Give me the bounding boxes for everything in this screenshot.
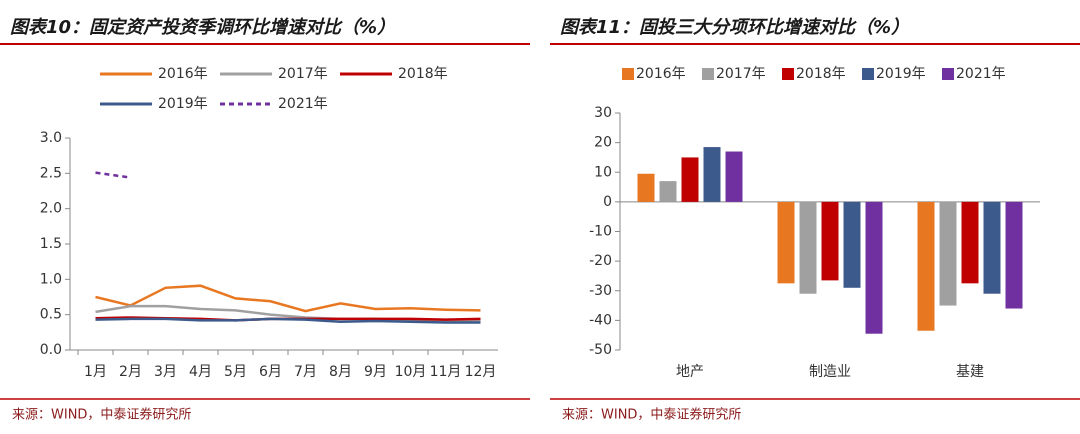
legend-label: 2021年	[956, 66, 1006, 82]
y-tick-label: 0.5	[40, 307, 62, 323]
legend-swatch	[702, 68, 714, 80]
x-tick-label: 9月	[364, 364, 387, 380]
series-line	[95, 304, 481, 323]
x-tick-label: 地产	[676, 364, 704, 380]
bar	[777, 201, 795, 284]
bar	[725, 151, 743, 202]
x-tick-label: 4月	[189, 364, 212, 380]
legend-label: 2017年	[278, 66, 328, 82]
legend-swatch	[782, 68, 794, 80]
y-tick-label: -50	[589, 342, 612, 358]
x-tick-label: 12月	[465, 364, 497, 380]
chart-title: 图表10：固定资产投资季调环比增速对比（%）	[10, 17, 395, 38]
series-line	[95, 284, 481, 313]
legend-label: 2019年	[158, 96, 208, 112]
bar	[821, 201, 839, 281]
legend-label: 2016年	[158, 66, 208, 82]
y-tick-label: 1.0	[40, 271, 62, 287]
x-tick-label: 制造业	[809, 364, 851, 380]
series-line	[95, 171, 131, 179]
bar	[843, 201, 861, 288]
legend-swatch	[622, 68, 634, 80]
bar	[1005, 201, 1023, 309]
bar	[799, 201, 817, 294]
y-tick-label: 20	[594, 135, 612, 151]
y-tick-label: 2.5	[40, 165, 62, 181]
bar	[637, 173, 655, 202]
bar	[983, 201, 1001, 294]
bar	[917, 201, 935, 331]
legend-label: 2018年	[796, 66, 846, 82]
y-tick-label: 2.0	[40, 201, 62, 217]
legend-label: 2018年	[398, 66, 448, 82]
x-tick-label: 8月	[329, 364, 352, 380]
legend-label: 2021年	[278, 96, 328, 112]
bar	[659, 181, 677, 202]
x-tick-label: 1月	[84, 364, 107, 380]
y-tick-label: -30	[589, 283, 612, 299]
source: 来源：WIND，中泰证券研究所	[12, 407, 191, 423]
series-line	[95, 317, 481, 324]
chart-title: 图表11：固投三大分项环比增速对比（%）	[560, 17, 909, 38]
x-tick-label: 10月	[395, 364, 427, 380]
legend-label: 2016年	[636, 66, 686, 82]
x-tick-label: 5月	[224, 364, 247, 380]
y-tick-label: -40	[589, 312, 612, 328]
x-tick-label: 11月	[430, 364, 462, 380]
bar	[939, 201, 957, 306]
source: 来源：WIND，中泰证券研究所	[562, 407, 741, 423]
y-tick-label: 0.0	[40, 342, 62, 358]
y-tick-label: 10	[594, 164, 612, 180]
legend-swatch	[862, 68, 874, 80]
x-tick-label: 基建	[956, 363, 984, 380]
y-tick-label: 1.5	[40, 236, 62, 252]
y-tick-label: -20	[589, 253, 612, 269]
y-tick-label: -10	[589, 224, 612, 240]
bar	[865, 201, 883, 334]
y-tick-label: 30	[594, 105, 612, 121]
bar	[961, 201, 979, 284]
y-tick-label: 0	[603, 194, 612, 210]
y-tick-label: 3.0	[40, 130, 62, 146]
x-tick-label: 7月	[294, 364, 317, 380]
legend-label: 2017年	[716, 66, 766, 82]
bar	[681, 157, 699, 202]
x-tick-label: 2月	[119, 364, 142, 380]
bar	[703, 147, 721, 202]
legend-swatch	[942, 68, 954, 80]
x-tick-label: 3月	[154, 364, 177, 380]
legend-label: 2019年	[876, 66, 926, 82]
x-tick-label: 6月	[259, 364, 282, 380]
